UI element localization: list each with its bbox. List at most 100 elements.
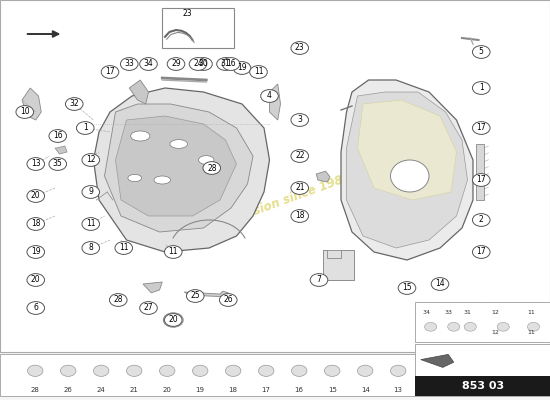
Text: 1: 1 — [479, 84, 483, 92]
Polygon shape — [323, 250, 354, 280]
Bar — [0, 0, 550, 352]
Circle shape — [27, 218, 45, 230]
Text: 17: 17 — [262, 387, 271, 393]
Circle shape — [126, 365, 142, 376]
Text: 19: 19 — [237, 64, 247, 72]
Text: 11: 11 — [168, 248, 178, 256]
Circle shape — [195, 58, 212, 70]
Polygon shape — [104, 104, 253, 232]
Ellipse shape — [154, 176, 170, 184]
Text: 31: 31 — [464, 310, 471, 314]
Bar — [415, 302, 550, 342]
Circle shape — [398, 282, 416, 294]
Polygon shape — [358, 100, 456, 200]
Circle shape — [140, 302, 157, 314]
Circle shape — [291, 150, 309, 162]
Text: 27: 27 — [144, 304, 153, 312]
Circle shape — [219, 294, 237, 306]
Circle shape — [186, 290, 204, 302]
Bar — [0, 354, 415, 396]
Circle shape — [472, 82, 490, 94]
Circle shape — [310, 274, 328, 286]
Circle shape — [527, 322, 540, 331]
Text: 35: 35 — [53, 160, 63, 168]
Text: 19: 19 — [31, 248, 41, 256]
Polygon shape — [184, 291, 228, 297]
Circle shape — [358, 365, 373, 376]
Circle shape — [291, 210, 309, 222]
Text: 17: 17 — [105, 68, 115, 76]
Circle shape — [163, 313, 183, 327]
Polygon shape — [346, 92, 468, 248]
Text: 24: 24 — [97, 387, 106, 393]
Circle shape — [27, 246, 45, 258]
Circle shape — [291, 114, 309, 126]
Polygon shape — [94, 88, 270, 252]
Text: 14: 14 — [435, 280, 445, 288]
Text: 18: 18 — [229, 387, 238, 393]
Circle shape — [472, 214, 490, 226]
Text: a passion since 1985: a passion since 1985 — [219, 170, 353, 230]
Circle shape — [82, 154, 100, 166]
Text: 16: 16 — [295, 387, 304, 393]
Circle shape — [261, 90, 278, 102]
Text: 2: 2 — [479, 216, 483, 224]
Circle shape — [76, 122, 94, 134]
Circle shape — [94, 365, 109, 376]
Circle shape — [203, 162, 221, 174]
Circle shape — [101, 66, 119, 78]
Circle shape — [292, 365, 307, 376]
Circle shape — [250, 66, 267, 78]
Text: 28: 28 — [113, 296, 123, 304]
Text: 26: 26 — [64, 387, 73, 393]
Circle shape — [164, 246, 182, 258]
Circle shape — [291, 182, 309, 194]
Text: 21: 21 — [130, 387, 139, 393]
Circle shape — [82, 186, 100, 198]
Circle shape — [82, 242, 100, 254]
Circle shape — [189, 58, 207, 70]
Circle shape — [222, 58, 240, 70]
Text: 17: 17 — [476, 124, 486, 132]
Text: 34: 34 — [144, 60, 153, 68]
Text: 30: 30 — [199, 60, 208, 68]
Circle shape — [217, 58, 234, 70]
Text: 28: 28 — [31, 387, 40, 393]
Circle shape — [109, 294, 127, 306]
Polygon shape — [421, 354, 454, 367]
Text: 33: 33 — [444, 310, 452, 314]
Circle shape — [164, 314, 182, 326]
Circle shape — [448, 322, 460, 331]
Bar — [415, 376, 550, 396]
Circle shape — [16, 106, 34, 118]
Circle shape — [464, 322, 476, 331]
Text: 16: 16 — [53, 132, 63, 140]
Text: 28: 28 — [207, 164, 217, 172]
Text: 20: 20 — [31, 192, 41, 200]
Text: 23: 23 — [182, 10, 192, 18]
Text: 13: 13 — [31, 160, 41, 168]
Polygon shape — [270, 84, 280, 120]
Text: 4: 4 — [267, 92, 272, 100]
Text: 7: 7 — [317, 276, 321, 284]
Circle shape — [27, 190, 45, 202]
Circle shape — [226, 365, 241, 376]
Text: 24: 24 — [193, 60, 203, 68]
Ellipse shape — [131, 131, 150, 141]
Circle shape — [291, 42, 309, 54]
Circle shape — [472, 122, 490, 134]
Text: 16: 16 — [226, 60, 236, 68]
Polygon shape — [116, 116, 236, 216]
Text: 25: 25 — [190, 292, 200, 300]
Text: 18: 18 — [31, 220, 41, 228]
Text: 17: 17 — [476, 248, 486, 256]
Text: 17: 17 — [476, 176, 486, 184]
Text: 11: 11 — [527, 330, 535, 334]
Circle shape — [115, 242, 133, 254]
Circle shape — [49, 130, 67, 142]
Text: 26: 26 — [223, 296, 233, 304]
Circle shape — [167, 58, 185, 70]
Text: 20: 20 — [168, 316, 178, 324]
Circle shape — [497, 322, 509, 331]
Text: 20: 20 — [31, 276, 41, 284]
